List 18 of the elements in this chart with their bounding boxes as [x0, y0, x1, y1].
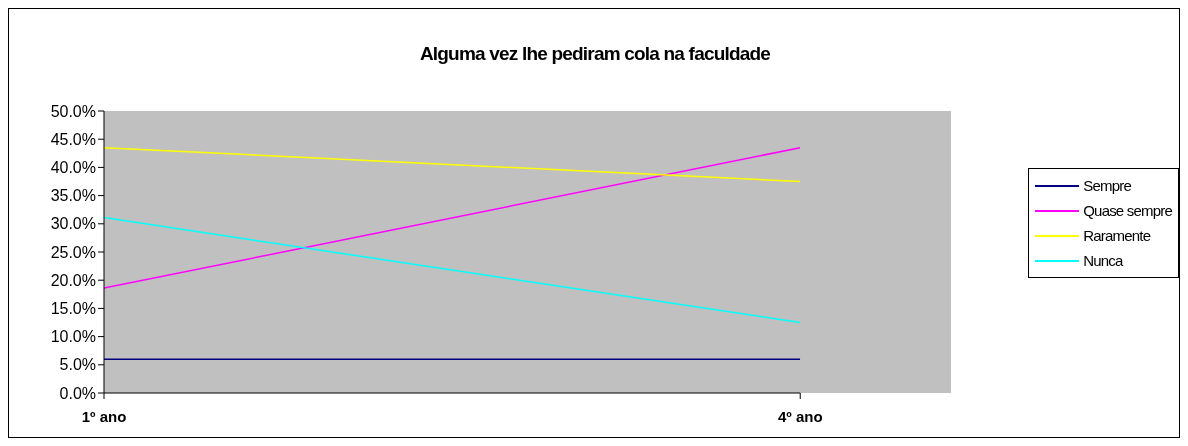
y-tick-label: 20.0% [50, 271, 96, 289]
chart-title: Alguma vez lhe pediram cola na faculdade [418, 43, 772, 65]
y-tick-label: 15.0% [50, 300, 96, 318]
legend-label: Nunca [1083, 252, 1123, 269]
legend-label: Quase sempre [1083, 202, 1172, 219]
legend-label: Sempre [1083, 177, 1131, 194]
y-tick-label: 5.0% [59, 356, 96, 374]
x-tick-label: 4º ano [777, 407, 823, 425]
x-tick-label: 1º ano [81, 407, 127, 425]
y-tick-label: 35.0% [50, 187, 96, 205]
y-tick-label: 0.0% [59, 384, 96, 402]
y-tick-label: 50.0% [50, 102, 96, 120]
legend-label: Raramente [1083, 227, 1151, 244]
y-tick-label: 10.0% [50, 328, 96, 346]
y-tick-label: 30.0% [50, 215, 96, 233]
y-tick-label: 25.0% [50, 243, 96, 261]
y-tick-label: 45.0% [50, 130, 96, 148]
y-tick-label: 40.0% [50, 159, 96, 177]
